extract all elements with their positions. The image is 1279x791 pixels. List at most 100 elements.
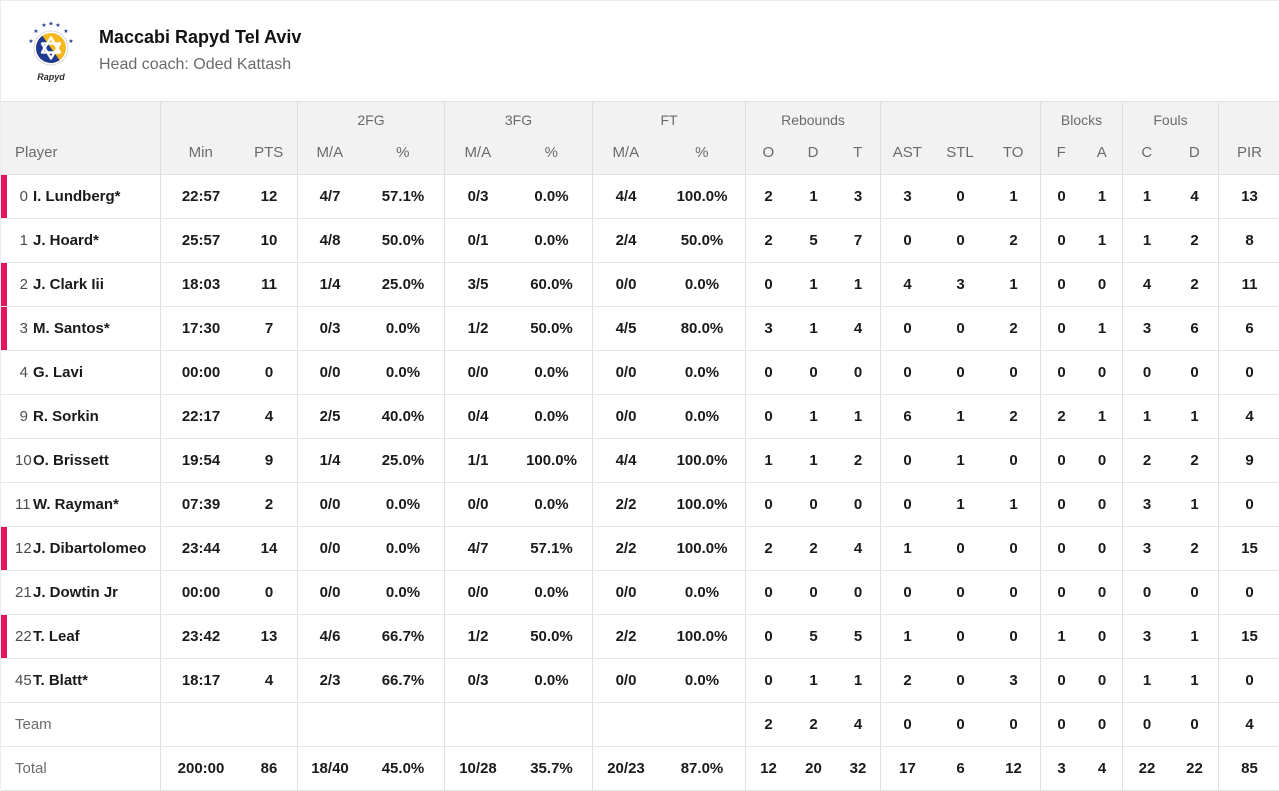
cell-ft-ma: 0/0 <box>615 584 637 601</box>
cell-pir: 0 <box>1245 496 1254 513</box>
cell-2fg-pct: 0.0% <box>362 483 445 526</box>
cell-reb-d: 1 <box>809 452 818 469</box>
cell-pts: 0 <box>241 351 298 394</box>
col-player: Player <box>15 144 58 161</box>
cell-to: 0 <box>987 615 1041 658</box>
cell-player: 12 J. Dibartolomeo <box>1 527 161 570</box>
col-blocks-a: A <box>1096 144 1107 161</box>
col-ft-ma: M/A <box>612 144 640 161</box>
cell-reb-o: 0 <box>764 496 773 513</box>
table-row[interactable]: 21 J. Dowtin Jr 00:00 0 0/0 0.0% 0/0 0.0… <box>1 571 1279 615</box>
team-header: ★ ★ ★ ★ ★ ★ ★ Rapyd Maccabi Rapyd Tel Aviv He… <box>1 1 1279 101</box>
team-name: Maccabi Rapyd Tel Aviv <box>99 26 302 47</box>
cell-min: 22:17 <box>181 408 221 425</box>
cell-ft-pct: 100.0% <box>659 527 746 570</box>
cell-ft-pct: 100.0% <box>659 439 746 482</box>
table-row[interactable]: 22 T. Leaf 23:42 13 4/6 66.7% 1/2 50.0% … <box>1 615 1279 659</box>
player-name: Total <box>15 760 47 777</box>
cell-3fg-pct: 35.7% <box>511 747 593 790</box>
cell-blocks-f: 0 <box>1057 496 1066 513</box>
cell-reb-o: 2 <box>764 188 773 205</box>
cell-reb-t: 0 <box>836 571 881 614</box>
cell-stl: 1 <box>956 496 965 513</box>
cell-ft-ma <box>593 703 659 746</box>
cell-reb-t: 2 <box>836 439 881 482</box>
header-group-ast-stl-to: AST STL TO <box>881 102 1041 174</box>
table-row[interactable]: 0 I. Lundberg* 22:57 12 4/7 57.1% 0/3 0.… <box>1 175 1279 219</box>
table-row[interactable]: 45 T. Blatt* 18:17 4 2/3 66.7% 0/3 0.0% … <box>1 659 1279 703</box>
table-row[interactable]: 12 J. Dibartolomeo 23:44 14 0/0 0.0% 4/7… <box>1 527 1279 571</box>
cell-to: 2 <box>987 219 1041 262</box>
cell-ft-pct: 100.0% <box>659 175 746 218</box>
cell-fouls-d: 0 <box>1171 571 1219 614</box>
cell-to: 0 <box>987 351 1041 394</box>
group-label-ft: FT <box>660 112 678 128</box>
cell-stl: 1 <box>956 408 965 425</box>
cell-pir: 0 <box>1245 672 1254 689</box>
cell-3fg-ma <box>445 703 511 746</box>
cell-2fg-ma: 4/8 <box>319 232 341 249</box>
cell-3fg-ma: 1/1 <box>467 452 489 469</box>
jersey-number: 12 <box>15 540 32 557</box>
cell-pir: 4 <box>1245 716 1254 733</box>
cell-reb-d: 0 <box>809 496 818 513</box>
table-row[interactable]: 11 W. Rayman* 07:39 2 0/0 0.0% 0/0 0.0% … <box>1 483 1279 527</box>
head-coach-label: Head coach: Oded Kattash <box>99 56 292 74</box>
cell-3fg-pct: 0.0% <box>511 483 593 526</box>
table-row[interactable]: 9 R. Sorkin 22:17 4 2/5 40.0% 0/4 0.0% 0… <box>1 395 1279 439</box>
cell-reb-t: 3 <box>836 175 881 218</box>
svg-text:★: ★ <box>41 22 46 29</box>
cell-2fg-pct: 50.0% <box>362 219 445 262</box>
cell-reb-d: 20 <box>805 760 822 777</box>
cell-3fg-pct: 60.0% <box>511 263 593 306</box>
cell-pir: 0 <box>1245 364 1254 381</box>
cell-fouls-c: 1 <box>1142 408 1152 425</box>
cell-2fg-pct: 0.0% <box>362 351 445 394</box>
cell-pts <box>241 703 298 746</box>
cell-2fg-pct: 0.0% <box>362 307 445 350</box>
cell-min: 23:44 <box>181 540 221 557</box>
cell-fouls-d: 2 <box>1171 527 1219 570</box>
cell-3fg-pct: 50.0% <box>511 307 593 350</box>
cell-pts: 4 <box>241 659 298 702</box>
cell-min <box>161 703 241 746</box>
cell-pir: 15 <box>1241 628 1258 645</box>
cell-player: 4 G. Lavi <box>1 351 161 394</box>
cell-reb-o: 0 <box>764 628 773 645</box>
cell-player: 21 J. Dowtin Jr <box>1 571 161 614</box>
cell-ft-ma: 4/5 <box>615 320 637 337</box>
cell-fouls-d: 1 <box>1171 659 1219 702</box>
table-row[interactable]: 1 J. Hoard* 25:57 10 4/8 50.0% 0/1 0.0% … <box>1 219 1279 263</box>
cell-fouls-c: 0 <box>1142 716 1152 733</box>
cell-pts: 9 <box>241 439 298 482</box>
table-row[interactable]: 10 O. Brissett 19:54 9 1/4 25.0% 1/1 100… <box>1 439 1279 483</box>
table-row[interactable]: Total 200:00 86 18/40 45.0% 10/28 35.7% … <box>1 747 1279 791</box>
cell-3fg-pct: 0.0% <box>511 571 593 614</box>
cell-3fg-ma: 1/2 <box>467 320 489 337</box>
table-row[interactable]: 3 M. Santos* 17:30 7 0/3 0.0% 1/2 50.0% … <box>1 307 1279 351</box>
col-reb-o: O <box>762 144 775 161</box>
cell-blocks-f: 0 <box>1057 540 1066 557</box>
cell-2fg-pct: 66.7% <box>362 659 445 702</box>
cell-reb-d: 1 <box>809 188 818 205</box>
cell-blocks-f: 0 <box>1057 364 1066 381</box>
cell-reb-o: 1 <box>764 452 773 469</box>
cell-2fg-ma: 4/7 <box>319 188 341 205</box>
cell-fouls-c: 3 <box>1142 628 1152 645</box>
cell-reb-o: 2 <box>764 716 773 733</box>
cell-3fg-pct: 57.1% <box>511 527 593 570</box>
cell-blocks-f: 0 <box>1057 584 1066 601</box>
table-row[interactable]: Team 2 2 4 0 0 0 0 0 0 0 4 <box>1 703 1279 747</box>
table-row[interactable]: 2 J. Clark Iii 18:03 11 1/4 25.0% 3/5 60… <box>1 263 1279 307</box>
jersey-number: 3 <box>19 320 28 337</box>
cell-fouls-d: 1 <box>1171 615 1219 658</box>
table-row[interactable]: 4 G. Lavi 00:00 0 0/0 0.0% 0/0 0.0% 0/0 … <box>1 351 1279 395</box>
cell-min: 23:42 <box>181 628 221 645</box>
col-ast: AST <box>892 144 922 161</box>
cell-pts: 86 <box>241 747 298 790</box>
jersey-number: 10 <box>15 452 32 469</box>
header-group-rebounds: Rebounds O D T <box>746 102 881 174</box>
cell-ft-ma: 2/2 <box>615 628 637 645</box>
cell-min: 18:17 <box>181 672 221 689</box>
